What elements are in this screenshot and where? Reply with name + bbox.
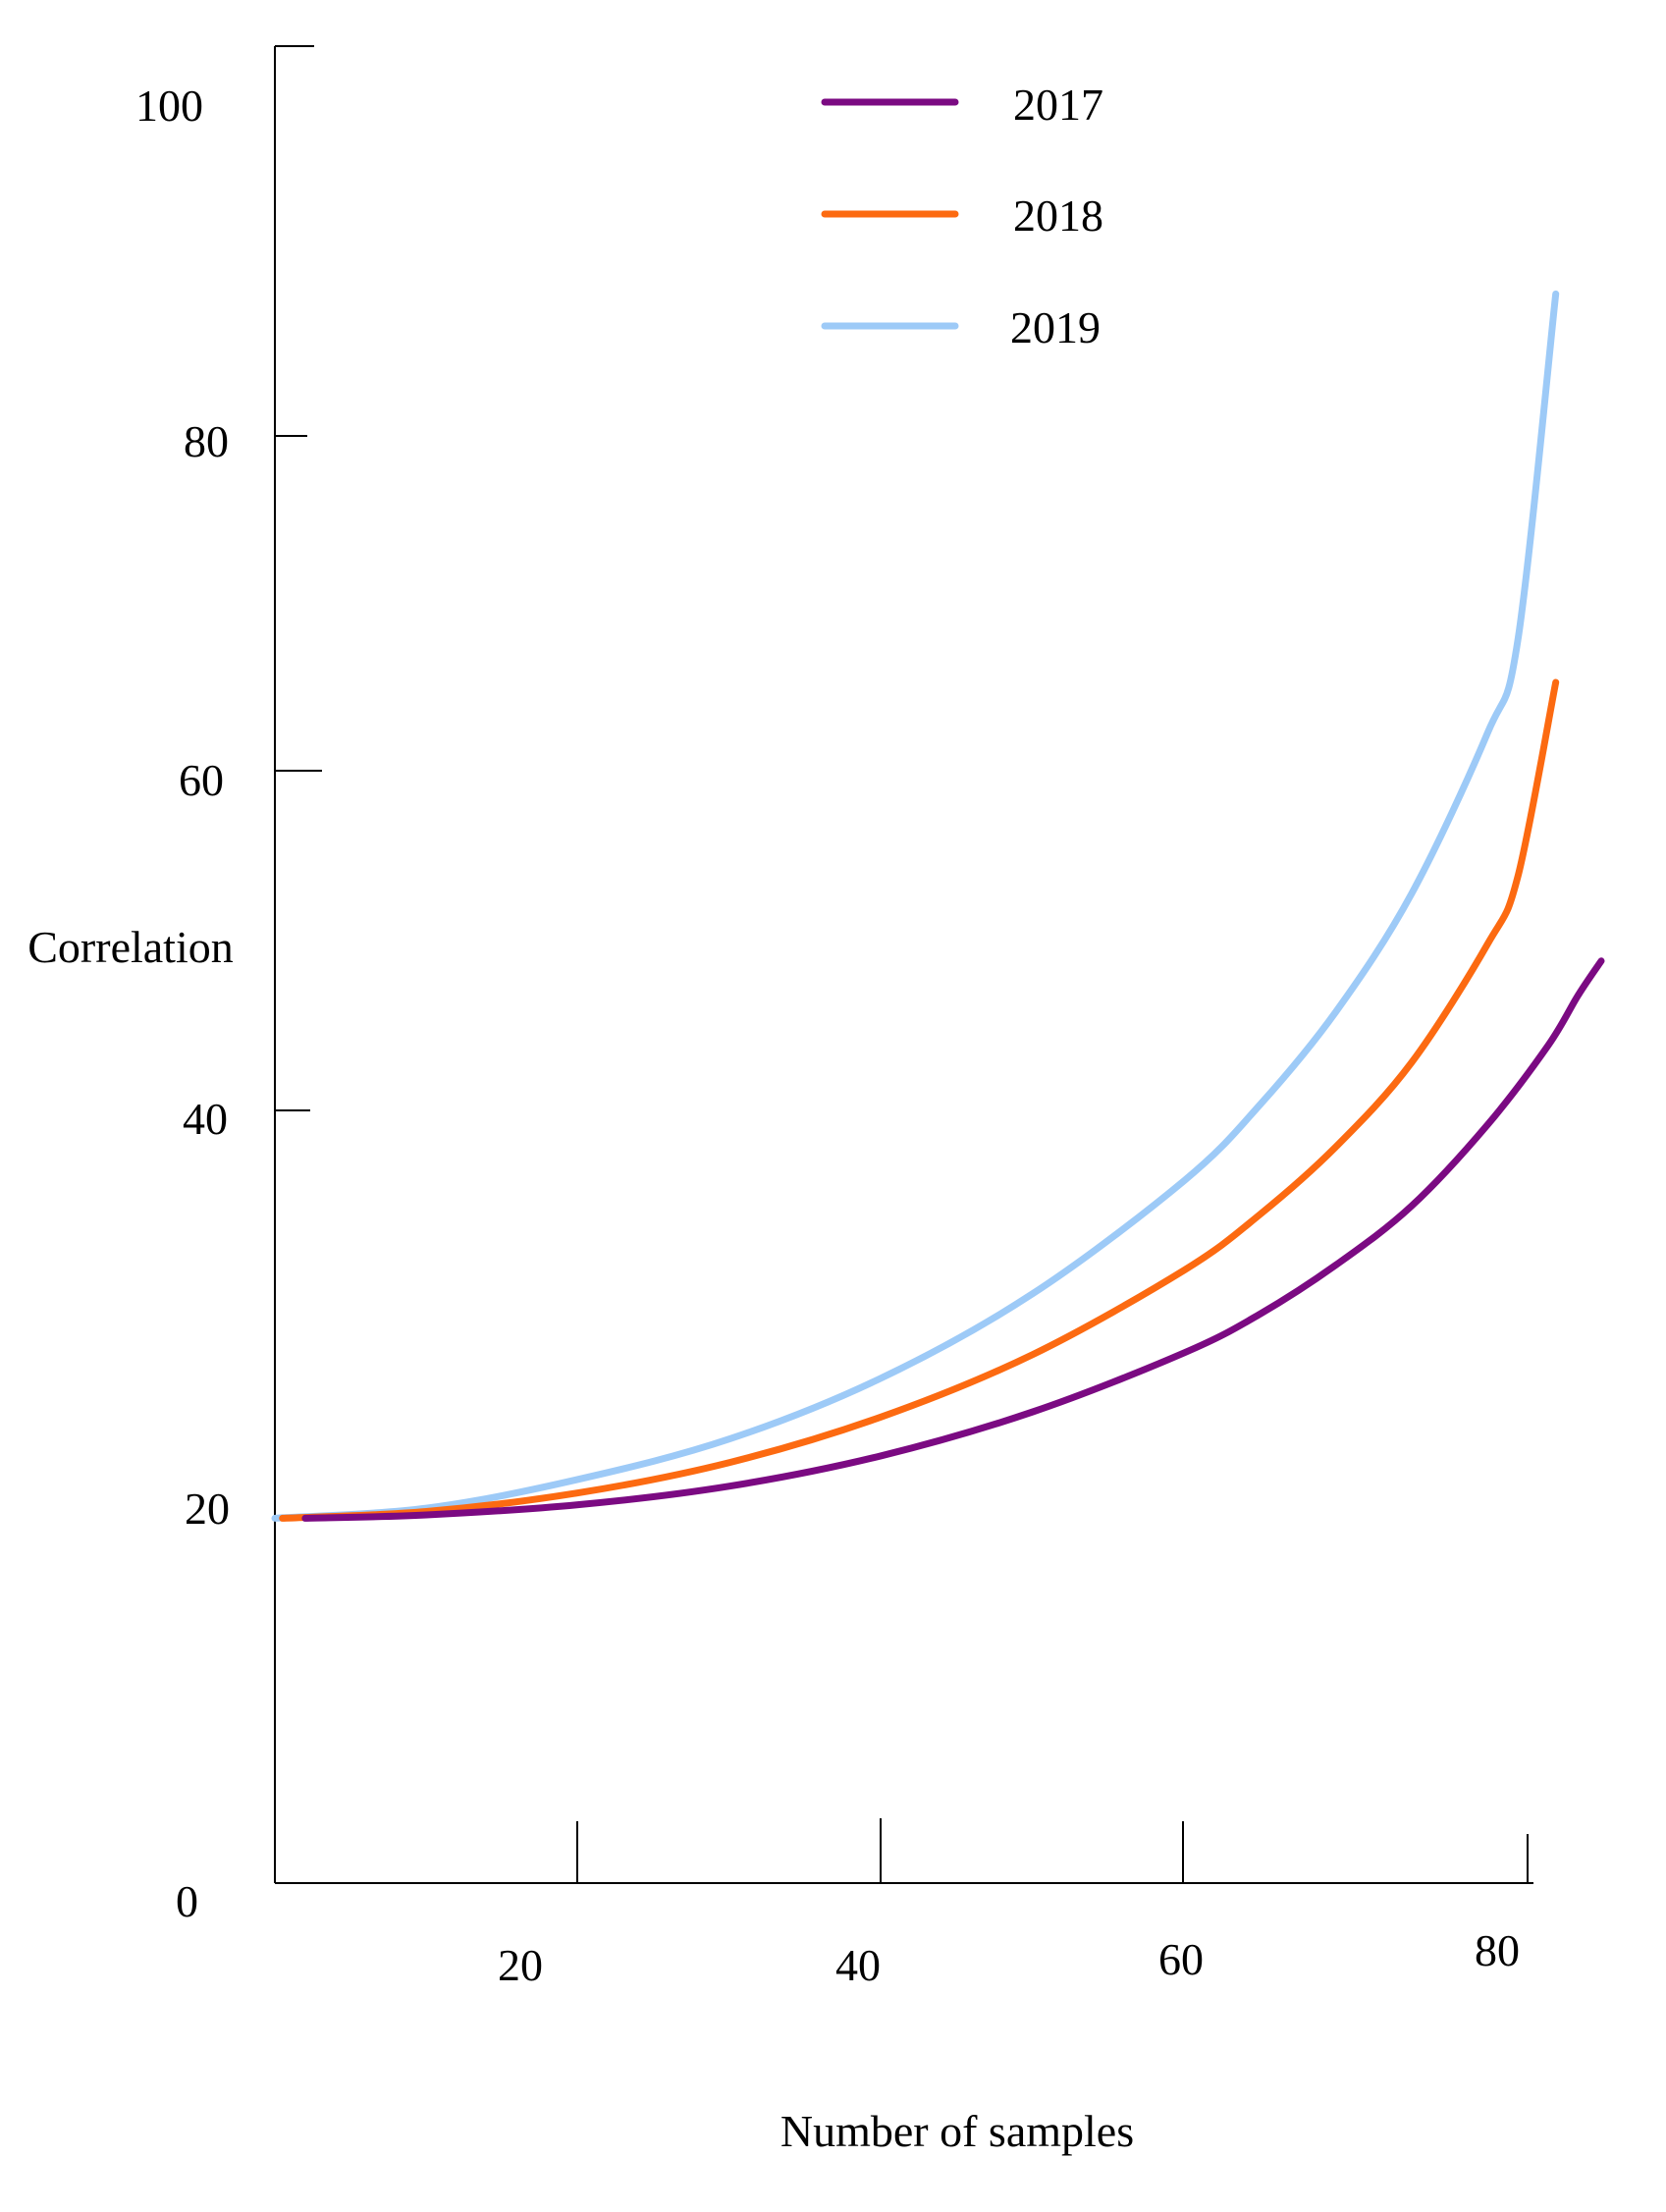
legend-label-2019: 2019 — [1010, 302, 1101, 352]
legend-item-2018: 2018 — [821, 190, 1103, 241]
legend: 2017 2018 2019 — [821, 80, 1103, 352]
y-tick-label: 100 — [135, 81, 203, 131]
x-tick-label: 80 — [1475, 1925, 1520, 1975]
series-line-2017 — [301, 957, 1605, 1522]
y-tick-label: 0 — [176, 1876, 198, 1926]
legend-label-2018: 2018 — [1013, 190, 1103, 241]
y-tick-label: 60 — [179, 755, 224, 805]
series-line-2018 — [279, 678, 1560, 1522]
x-axis-title: Number of samples — [780, 2106, 1134, 2156]
x-tick-label: 40 — [835, 1940, 881, 1990]
y-tick-label: 40 — [183, 1094, 228, 1144]
legend-item-2019: 2019 — [821, 302, 1101, 352]
x-tick-label: 60 — [1158, 1934, 1204, 1984]
y-axis-title: Correlation — [27, 922, 234, 972]
legend-item-2017: 2017 — [821, 80, 1103, 130]
series-lines — [271, 290, 1605, 1522]
y-tick-label: 80 — [184, 416, 229, 466]
y-tick-label: 20 — [185, 1484, 230, 1534]
x-axis-ticks: 20 40 60 80 — [498, 1818, 1529, 1990]
x-tick-label: 20 — [498, 1940, 543, 1990]
series-line-2019 — [271, 290, 1560, 1522]
legend-label-2017: 2017 — [1013, 80, 1103, 130]
y-axis-ticks: 0 20 40 60 80 100 — [135, 81, 322, 1926]
